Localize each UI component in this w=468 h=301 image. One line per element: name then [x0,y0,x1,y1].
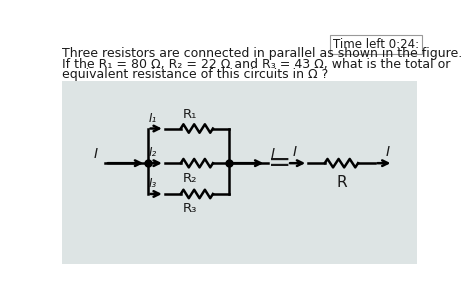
Text: I₃: I₃ [149,177,157,190]
Text: R₁: R₁ [183,108,197,121]
Text: R: R [336,175,347,191]
Text: Time left 0:24:: Time left 0:24: [333,39,419,51]
Text: equivalent resistance of this circuits in Ω ?: equivalent resistance of this circuits i… [62,68,329,82]
Text: I₂: I₂ [149,146,157,159]
Text: R₂: R₂ [183,172,197,185]
Text: I: I [93,147,97,161]
Text: If the R₁ = 80 Ω, R₂ = 22 Ω and R₃ = 43 Ω, what is the total or: If the R₁ = 80 Ω, R₂ = 22 Ω and R₃ = 43 … [62,58,451,71]
Text: I: I [293,145,297,159]
Text: I₁: I₁ [149,112,157,125]
Bar [62,81,417,264]
Text: R₃: R₃ [183,203,197,216]
Text: Three resistors are connected in parallel as shown in the figure.: Three resistors are connected in paralle… [62,47,463,60]
Text: =: = [268,149,291,177]
Text: I: I [386,145,390,159]
Text: I: I [271,147,275,161]
